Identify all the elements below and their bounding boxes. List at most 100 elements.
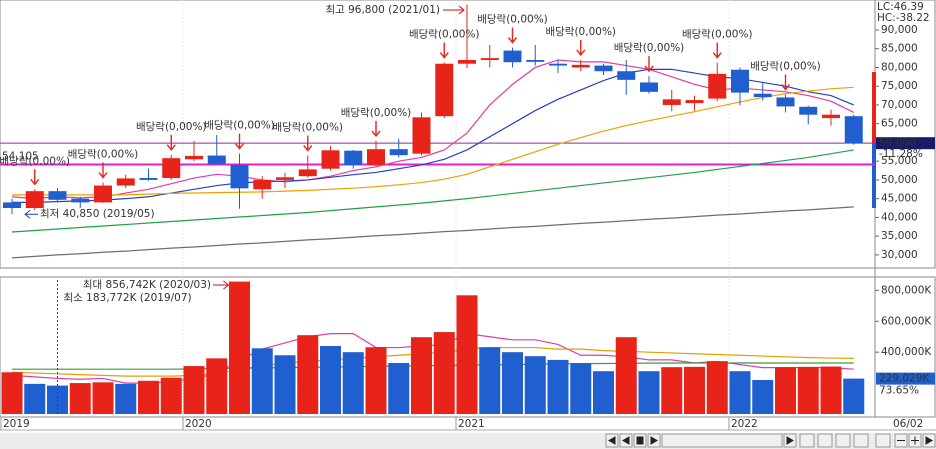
volume-bar [229,281,250,414]
candle-body [799,106,818,115]
y-tick-label: 55,000 [881,155,918,167]
y-tick-label: 35,000 [881,230,918,242]
last-price-label: 59,800 [879,137,916,149]
dividend-label: 배당락(0,00%) [204,120,275,132]
candle-body [571,64,590,68]
dividend-arrow [303,135,313,152]
dividend-label: 배당락(0,00%) [272,122,343,134]
candle-body [253,179,272,190]
min-arrow [24,209,38,219]
volume-bar [92,382,114,414]
candle-body [162,158,181,179]
scrollbar [0,433,936,449]
dividend-label: 배당락(0,00%) [0,155,70,167]
volume-bar [638,371,660,414]
candle-body [48,191,67,200]
volume-bar [160,377,182,414]
x-tick-label: 2020 [185,418,212,430]
dividend-label: 배당락(0,00%) [68,149,139,161]
min-volume-annotation: 최소 183,772K (2019/07) [64,292,192,304]
candle-body [662,99,681,105]
volume-bar [69,383,91,414]
min-annotation: 최저 40,850 (2019/05) [40,208,155,220]
candle-body [753,93,772,98]
hc-label: HC:-38.22 [877,12,930,24]
x-tick-label: 2019 [3,418,30,430]
dividend-arrow [371,120,381,138]
tool-button[interactable] [817,433,833,448]
lc-label: LC:46.39 [877,1,924,13]
last-volume-label: 229,029K [879,373,930,385]
volume-bar [524,356,546,414]
dividend-arrow [644,56,654,73]
volume-bar [411,337,432,414]
volume-bar [251,348,273,414]
candle-body [594,65,613,72]
candle-body [844,116,863,144]
range-up-bar [872,72,876,144]
dividend-label: 배당락(0,00%) [614,42,685,54]
y-tick-label: 50,000 [881,174,918,186]
candle-body [685,100,704,104]
tool-button[interactable] [835,433,851,448]
volume-bar [388,363,410,414]
dividend-arrow [234,133,245,150]
candle-body [185,155,203,160]
candle-body [412,117,431,154]
dividend-label: 배당락(0,00%) [682,29,753,41]
y-tick-label: 400,000K [881,346,932,358]
volume-bar [115,383,137,414]
volume-bar [297,335,319,414]
y-tick-label: 45,000 [881,193,918,205]
y-tick-label: 75,000 [881,80,918,92]
volume-bar [661,367,683,414]
dividend-label: 배당락(0,00%) [477,14,548,26]
dividend-label: 배당락(0,00%) [136,121,207,133]
max-arrow [443,5,465,15]
volume-bar [320,346,341,414]
volume-bar [24,383,46,414]
zoom-button[interactable] [799,433,815,448]
y-tick-label: 800,000K [881,284,932,296]
candle-body [480,58,499,60]
candle-body [503,50,522,63]
dividend-label: 배당락(0,00%) [545,26,616,38]
y-tick-label: 600,000K [881,315,932,327]
dividend-label: 배당락(0,00%) [341,107,412,119]
volume-bar [547,359,569,414]
candle-body [367,149,385,165]
reference-label: 54,105 [2,151,39,163]
dividend-label: 배당락(0,00%) [409,29,480,41]
dividend-arrow [166,134,176,151]
candle-body [25,191,44,209]
tool-button[interactable] [853,433,869,448]
volume-bar [365,347,387,414]
candle-body [526,59,545,62]
candle-body [776,97,795,107]
volume-bar [1,372,23,414]
dividend-arrow [30,169,40,186]
x-tick-label: 2022 [731,418,758,430]
y-tick-label: 40,000 [881,211,918,223]
volume-bar [775,367,796,414]
tool-button[interactable] [875,433,891,448]
dividend-label: 배당락(0,00%) [750,60,821,72]
volume-bar [752,380,774,414]
dividend-arrow [712,42,722,59]
ma-line [11,346,854,377]
scroll-track[interactable] [661,433,783,448]
volume-bar [479,347,501,414]
range-down-bar [872,144,876,208]
volume-bar [183,366,205,414]
candle-body [321,150,340,169]
y-tick-label: 80,000 [881,61,918,73]
candle-body [617,71,636,80]
candle-body [207,155,226,165]
x-tick-label: 2021 [458,418,485,430]
candle-body [276,177,294,180]
volume-bar [593,371,614,414]
volume-bar [570,363,592,414]
y-tick-label: 85,000 [881,43,918,55]
